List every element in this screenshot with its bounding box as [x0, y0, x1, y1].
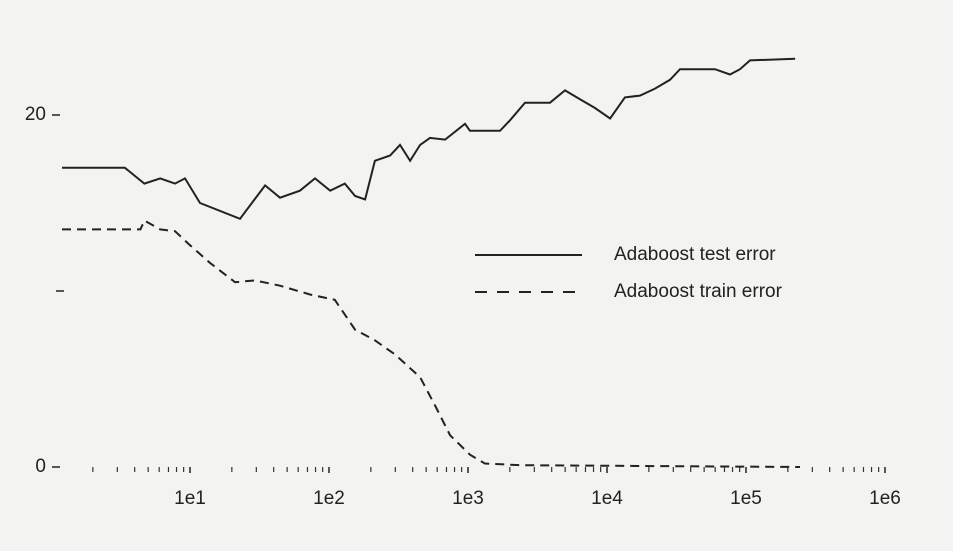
y-tick-label: 20: [25, 104, 46, 125]
x-tick-label: 1e6: [869, 488, 901, 509]
y-tick-label: 0: [35, 456, 46, 477]
series-line: [62, 219, 801, 468]
series-line: [62, 57, 796, 221]
legend-label: Adaboost train error: [614, 281, 783, 302]
x-tick-label: 1e2: [313, 488, 345, 509]
x-tick-label: 1e5: [730, 488, 762, 509]
legend-label: Adaboost test error: [614, 244, 776, 265]
x-tick-label: 1e1: [174, 488, 206, 509]
x-tick-label: 1e4: [591, 488, 623, 509]
x-tick-label: 1e3: [452, 488, 484, 509]
